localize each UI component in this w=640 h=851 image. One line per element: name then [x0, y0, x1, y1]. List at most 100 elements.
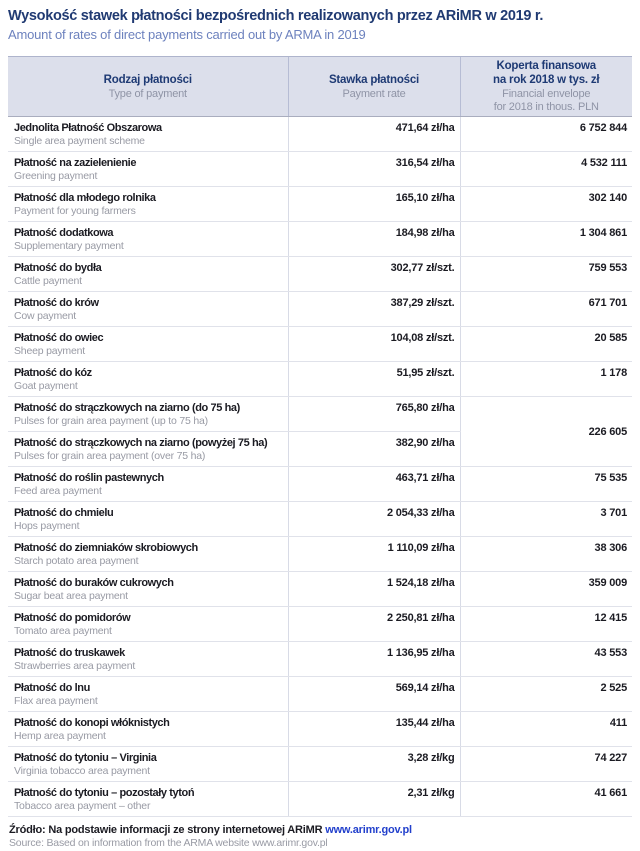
- payment-type-cell: Płatność dla młodego rolnika Payment for …: [8, 186, 288, 222]
- arimr-website-link[interactable]: www.arimr.gov.pl: [325, 824, 412, 836]
- payment-name-pl: Płatność do tytoniu – Virginia: [14, 752, 157, 764]
- financial-envelope-cell: 411: [459, 711, 632, 747]
- payment-type-cell: Płatność do lnu Flax area payment: [8, 676, 288, 712]
- payment-name-en: Sugar beat area payment: [14, 590, 128, 602]
- payment-name-en: Feed area payment: [14, 485, 102, 497]
- payment-rate-cell: 463,71 zł/ha: [287, 466, 460, 502]
- payment-name-pl: Płatność do owiec: [14, 332, 104, 344]
- payment-name-en: Virginia tobacco area payment: [14, 765, 150, 777]
- financial-envelope-cell: 20 585: [459, 326, 632, 362]
- table-row: Płatność do krów Cow payment 387,29 zł/szt…: [8, 291, 632, 327]
- table-row: Płatność do strączkowych na ziarno (do 7…: [8, 396, 632, 467]
- payment-rate-cell: 135,44 zł/ha: [287, 711, 460, 747]
- payments-table: Rodzaj płatności Type of payment Stawka …: [8, 56, 632, 817]
- payment-rate-cell: 3,28 zł/kg: [287, 746, 460, 782]
- payment-type-cell: Płatność do strączkowych na ziarno (do 7…: [8, 396, 288, 432]
- payment-type-cell: Płatność do bydła Cattle payment: [8, 256, 288, 292]
- payment-name-pl: Płatność na zazielenienie: [14, 157, 137, 169]
- table-row: Płatność do buraków cukrowych Sugar beat …: [8, 571, 632, 607]
- payment-name-pl: Płatność do krów: [14, 297, 99, 309]
- payment-name-en: Pulses for grain area payment (over 75 h…: [14, 450, 206, 462]
- payment-rate-cell: 382,90 zł/ha: [287, 431, 460, 467]
- payment-name-pl: Płatność dla młodego rolnika: [14, 192, 156, 204]
- table-row: Płatność do bydła Cattle payment 302,77 zł…: [8, 256, 632, 292]
- payment-type-cell: Płatność do roślin pastewnych Feed area p…: [8, 466, 288, 502]
- payment-name-en: Tobacco area payment – other: [14, 800, 151, 812]
- table-row: Płatność do tytoniu – Virginia Virginia t…: [8, 746, 632, 782]
- payment-name-en: Single area payment scheme: [14, 135, 145, 147]
- payment-name-pl: Płatność do ziemniaków skrobiowych: [14, 542, 198, 554]
- table-row: Płatność do owiec Sheep payment 104,08 zł/…: [8, 326, 632, 362]
- col-header-label-en: Financial envelope for 2018 in thous. PL…: [493, 88, 599, 113]
- payment-rate-cell: 2,31 zł/kg: [287, 781, 460, 817]
- payment-name-en: Hemp area payment: [14, 730, 106, 742]
- table-row: Płatność do tytoniu – pozostały tytoń Tob…: [8, 781, 632, 817]
- financial-envelope-cell: 12 415: [459, 606, 632, 642]
- financial-envelope-cell: 6 752 844: [459, 116, 632, 152]
- payment-name-en: Cattle payment: [14, 275, 82, 287]
- table-row: Płatność dodatkowa Supplementary payment 1…: [8, 221, 632, 257]
- payment-name-en: Supplementary payment: [14, 240, 124, 252]
- col-header-financial-envelope: Koperta finansowa na rok 2018 w tys. zł …: [459, 56, 632, 117]
- financial-envelope-cell: 2 525: [459, 676, 632, 712]
- col-header-label-pl: Koperta finansowa na rok 2018 w tys. zł: [493, 60, 600, 86]
- payment-type-cell: Płatność do owiec Sheep payment: [8, 326, 288, 362]
- payment-name-pl: Płatność do strączkowych na ziarno (do 7…: [14, 402, 240, 414]
- payment-type-cell: Płatność do strączkowych na ziarno (powy…: [8, 431, 288, 467]
- payment-rate-cell: 1 136,95 zł/ha: [287, 641, 460, 677]
- payment-type-cell: Płatność do truskawek Strawberries area p…: [8, 641, 288, 677]
- payment-rate-cell: 104,08 zł/szt.: [287, 326, 460, 362]
- col-header-label-pl: Stawka płatności: [328, 73, 420, 86]
- page-subtitle: Amount of rates of direct payments carri…: [8, 27, 366, 42]
- payment-name-en: Sheep payment: [14, 345, 85, 357]
- payment-name-en: Hops payment: [14, 520, 80, 532]
- payment-name-pl: Płatność do kóz: [14, 367, 92, 379]
- payment-name-en: Goat payment: [14, 380, 78, 392]
- payment-rate-cell: 51,95 zł/szt.: [287, 361, 460, 397]
- table-row: Płatność dla młodego rolnika Payment for …: [8, 186, 632, 222]
- payment-type-cell: Płatność do tytoniu – pozostały tytoń Tob…: [8, 781, 288, 817]
- payment-name-pl: Płatność do tytoniu – pozostały tytoń: [14, 787, 195, 799]
- col-header-label-en: Type of payment: [108, 87, 188, 100]
- payment-type-cell: Płatność do buraków cukrowych Sugar beat …: [8, 571, 288, 607]
- table-row: Płatność do truskawek Strawberries area p…: [8, 641, 632, 677]
- payment-type-cell: Płatność do chmielu Hops payment: [8, 501, 288, 537]
- source-note: Źródło: Na podstawie informacji ze stron…: [8, 824, 632, 850]
- payment-name-pl: Płatność do chmielu: [14, 507, 114, 519]
- table-row: Płatność do strączkowych na ziarno (powy…: [8, 431, 632, 467]
- payment-name-en: Cow payment: [14, 310, 76, 322]
- table-row: Płatność do pomidorów Tomato area payment…: [8, 606, 632, 642]
- page-title: Wysokość stawek płatności bezpośrednich …: [8, 8, 544, 24]
- table-row: Płatność do chmielu Hops payment 2 054,33 …: [8, 501, 632, 537]
- payment-rate-cell: 765,80 zł/ha: [287, 396, 460, 432]
- payment-rate-cell: 316,54 zł/ha: [287, 151, 460, 187]
- financial-envelope-cell: 38 306: [459, 536, 632, 572]
- source-line-en: Source: Based on information from the AR…: [9, 837, 328, 849]
- payment-rate-cell: 471,64 zł/ha: [287, 116, 460, 152]
- payment-rate-cell: 1 110,09 zł/ha: [287, 536, 460, 572]
- financial-envelope-cell: 74 227: [459, 746, 632, 782]
- payment-name-en: Payment for young farmers: [14, 205, 136, 217]
- payment-rate-cell: 184,98 zł/ha: [287, 221, 460, 257]
- payment-name-en: Tomato area payment: [14, 625, 112, 637]
- payment-rate-cell: 165,10 zł/ha: [287, 186, 460, 222]
- table-row: Płatność do konopi włóknistych Hemp area …: [8, 711, 632, 747]
- table-row: Płatność do kóz Goat payment 51,95 zł/szt.…: [8, 361, 632, 397]
- payment-type-cell: Płatność do konopi włóknistych Hemp area …: [8, 711, 288, 747]
- col-header-label-pl: Rodzaj płatności: [103, 73, 192, 86]
- payment-name-en: Greening payment: [14, 170, 98, 182]
- col-header-payment-rate: Stawka płatności Payment rate: [287, 56, 460, 117]
- financial-envelope-cell: 4 532 111: [459, 151, 632, 187]
- col-header-type-of-payment: Rodzaj płatności Type of payment: [8, 56, 288, 117]
- col-header-label-en: Payment rate: [342, 87, 406, 100]
- payment-name-pl: Płatność do roślin pastewnych: [14, 472, 164, 484]
- payment-type-cell: Płatność na zazielenienie Greening paymen…: [8, 151, 288, 187]
- financial-envelope-cell: 1 304 861: [459, 221, 632, 257]
- payment-type-cell: Płatność dodatkowa Supplementary payment: [8, 221, 288, 257]
- payment-type-cell: Płatność do ziemniaków skrobiowych Starch…: [8, 536, 288, 572]
- payment-type-cell: Płatność do tytoniu – Virginia Virginia t…: [8, 746, 288, 782]
- financial-envelope-cell: 759 553: [459, 256, 632, 292]
- financial-envelope-cell: 3 701: [459, 501, 632, 537]
- table-row: Płatność do lnu Flax area payment 569,14 z…: [8, 676, 632, 712]
- payment-name-pl: Płatność do konopi włóknistych: [14, 717, 170, 729]
